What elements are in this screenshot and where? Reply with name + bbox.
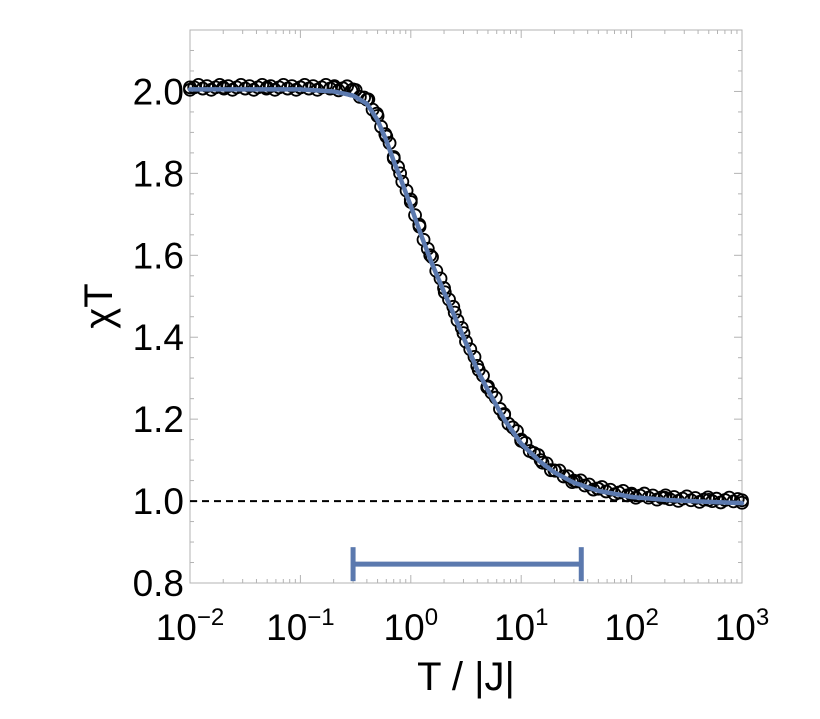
x-tick-label: 10−2 [156, 604, 225, 648]
plot-frame [189, 29, 743, 584]
y-tick-label: 2.0 [133, 71, 184, 112]
fitting-range-bar [350, 547, 584, 582]
y-tick-label: 1.0 [133, 481, 184, 522]
data-point [544, 463, 558, 478]
y-axis-title: χT [77, 283, 121, 328]
x-tick-label: 10−1 [266, 604, 335, 648]
y-tick-label: 0.8 [133, 563, 184, 604]
x-tick-label: 103 [715, 604, 770, 648]
fit-curve [187, 87, 745, 506]
y-tick-label: 1.6 [133, 235, 184, 276]
minor-ticks [189, 29, 742, 584]
y-tick-label: 1.2 [133, 399, 184, 440]
y-tick-label: 1.4 [133, 317, 184, 358]
data-point [501, 416, 516, 431]
x-tick-label: 100 [384, 604, 439, 648]
y-tick-label: 1.8 [133, 153, 184, 194]
x-tick-label: 102 [604, 604, 659, 648]
x-tick-label: 101 [494, 604, 549, 648]
x-tick-labels: 10−2 10−1 100 101 102 103 [156, 604, 770, 648]
y-tick-labels: 0.8 1.0 1.2 1.4 1.6 1.8 2.0 [133, 71, 184, 604]
simulation-points [183, 77, 749, 510]
x-axis-title: T / |J| [417, 655, 515, 699]
